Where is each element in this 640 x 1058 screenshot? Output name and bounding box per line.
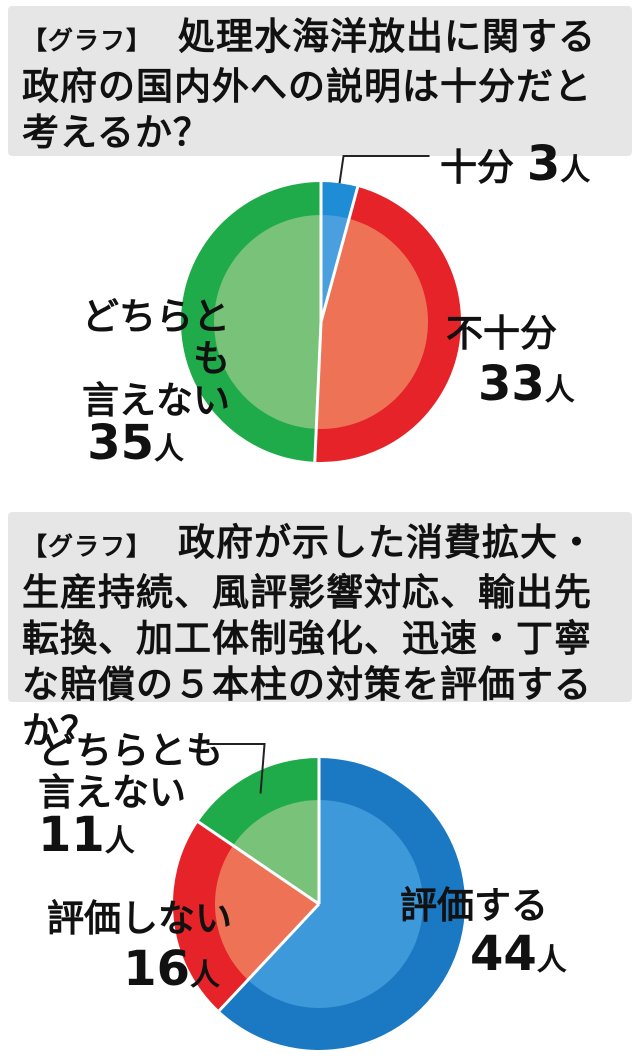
slice-unit: 人 (536, 943, 567, 978)
slice-unit: 人 (190, 958, 220, 993)
title-box: 【グラフ】 政府が示した消費拡大・生産持続、風評影響対応、輸出先転換、加工体制強化… (8, 512, 632, 752)
pie-chart (181, 155, 461, 462)
slice-value: 35 (87, 415, 154, 471)
slice-label-text: 評価する (400, 884, 548, 927)
slice-divider (319, 186, 360, 323)
slice-label: 不十分 33人 (446, 309, 575, 416)
pie-slice-inner (316, 218, 428, 429)
slice-divider (313, 321, 323, 462)
slice-label-line: どちらとも (82, 295, 230, 380)
pie-slice-inner (247, 800, 423, 1008)
slice-value: 3 (526, 136, 561, 192)
slice-label-line: どちらとも (38, 729, 223, 772)
chart-title: 【グラフ】 処理水海洋放出に関する政府の国内外への説明は十分だと考えるか？ (22, 14, 622, 156)
title-box: 【グラフ】 処理水海洋放出に関する政府の国内外への説明は十分だと考えるか？ (8, 6, 632, 156)
slice-value: 11 (38, 807, 105, 863)
slice-label-text: 評価しない (47, 897, 232, 940)
chart-panel-2: 【グラフ】 政府が示した消費拡大・生産持続、風評影響対応、輸出先転換、加工体制強化… (8, 512, 632, 1052)
slice-value: 44 (470, 926, 537, 982)
slice-divider (218, 902, 321, 1012)
leader-line (338, 155, 430, 184)
title-tag: 【グラフ】 (22, 532, 153, 561)
title-text: 政府が示した消費拡大・生産持続、風評影響対応、輸出先転換、加工体制強化、迅速・丁… (22, 521, 597, 752)
slice-divider (197, 820, 320, 906)
slice-unit: 人 (560, 153, 591, 188)
pie-chart (172, 743, 465, 1050)
leader-line (206, 743, 266, 794)
slice-label-text: 十分 (440, 146, 514, 189)
slice-value: 33 (478, 356, 545, 412)
title-text: 処理水海洋放出に関する政府の国内外への説明は十分だと考えるか？ (22, 15, 597, 154)
slice-label: 十分 3人 (440, 140, 591, 191)
slice-label: 評価しない 16人 (22, 894, 232, 1001)
chart-title: 【グラフ】 政府が示した消費拡大・生産持続、風評影響対応、輸出先転換、加工体制強化… (22, 520, 622, 754)
chart-panel-1: 【グラフ】 処理水海洋放出に関する政府の国内外への説明は十分だと考えるか？ 十分 … (8, 6, 632, 476)
slice-unit: 人 (544, 373, 575, 408)
slice-label: どちらとも 言えない 11人 (38, 730, 223, 863)
slice-label-line: 言えない (82, 379, 230, 422)
slice-unit: 人 (154, 432, 184, 467)
title-tag: 【グラフ】 (22, 26, 153, 55)
pie-slice-inner (214, 215, 321, 429)
slice-label: 評価する 44人 (400, 882, 567, 985)
slice-value: 16 (123, 941, 190, 997)
pie-slice-inner (214, 845, 319, 980)
slice-label: どちらとも 言えない 35人 (50, 296, 230, 471)
slice-label-line: 言えない (38, 771, 186, 814)
slice-label-text: 不十分 (446, 312, 557, 355)
pie-slice-inner (233, 800, 319, 904)
slice-unit: 人 (104, 824, 135, 859)
